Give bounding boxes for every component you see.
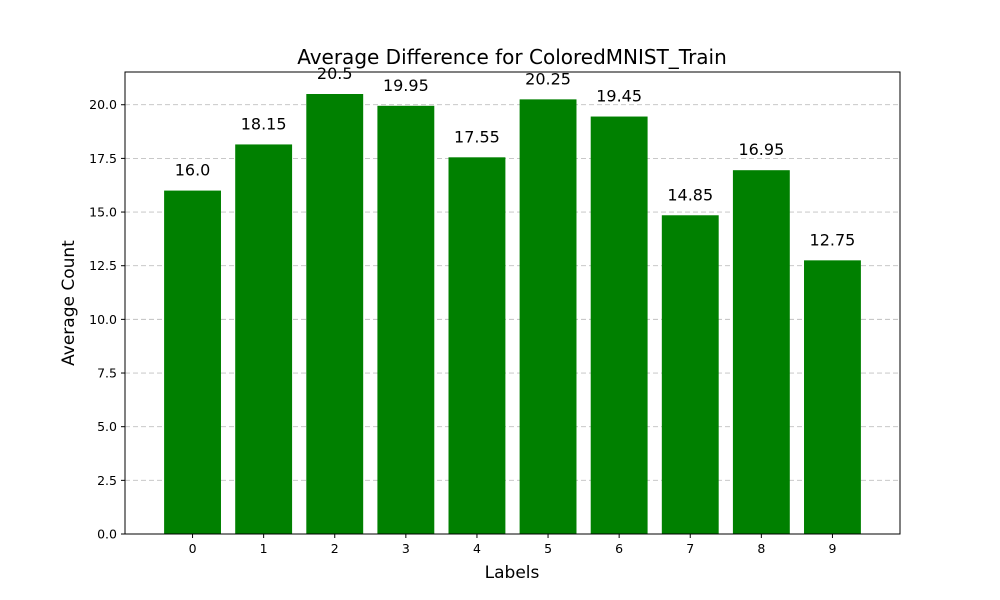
bar-6: [590, 116, 648, 534]
bar-1: [235, 144, 293, 534]
x-tick-label: 3: [402, 541, 410, 556]
y-axis-ticks: 0.0 2.5 5.0 7.5 10.0 12.5 15.0 17.5 20.0: [89, 97, 125, 542]
bar-8: [732, 170, 790, 534]
bar-9: [804, 260, 861, 534]
bar-value-label: 16.0: [175, 161, 211, 180]
y-tick-label: 17.5: [89, 151, 117, 166]
x-tick-label: 5: [544, 541, 552, 556]
x-tick-label: 4: [473, 541, 481, 556]
y-tick-label: 0.0: [97, 527, 117, 542]
x-tick-label: 8: [757, 541, 765, 556]
x-tick-label: 1: [260, 541, 268, 556]
bar-value-label: 17.55: [454, 127, 500, 146]
bar-value-label: 16.95: [738, 140, 784, 159]
bar-value-label: 19.45: [596, 87, 642, 106]
bar-value-label: 19.95: [383, 76, 429, 95]
x-axis-label: Labels: [485, 563, 540, 583]
bar-7: [661, 215, 719, 534]
y-tick-label: 20.0: [89, 97, 117, 112]
y-tick-label: 5.0: [97, 419, 117, 434]
bars: [164, 94, 861, 535]
y-tick-label: 15.0: [89, 205, 117, 220]
bar-4: [448, 157, 506, 534]
bar-value-label: 20.25: [525, 69, 571, 88]
x-axis-ticks: 0 1 2 3 4 5 6 7 8 9: [189, 534, 836, 556]
bar-3: [377, 105, 435, 535]
bar-5: [519, 99, 577, 535]
x-tick-label: 9: [828, 541, 836, 556]
y-tick-label: 10.0: [89, 312, 117, 327]
y-tick-label: 12.5: [89, 258, 117, 273]
bar-2: [306, 94, 364, 534]
bar-value-label: 14.85: [667, 185, 713, 204]
bar-value-label: 12.75: [810, 230, 856, 249]
bar-value-label: 20.5: [317, 64, 353, 83]
y-tick-label: 7.5: [97, 366, 117, 381]
chart-title: Average Difference for ColoredMNIST_Trai…: [297, 45, 727, 69]
plot-frame: [124, 71, 901, 535]
y-axis-label: Average Count: [59, 240, 79, 366]
x-tick-label: 0: [189, 541, 197, 556]
x-tick-label: 2: [331, 541, 339, 556]
x-tick-label: 7: [686, 541, 694, 556]
bar-0: [164, 190, 221, 534]
bar-value-label: 18.15: [241, 114, 287, 133]
y-tick-label: 2.5: [97, 473, 117, 488]
bar-value-labels: 16.0 18.15 20.5 19.95 17.55 20.25 19.45 14.85 16…: [175, 64, 856, 249]
x-tick-label: 6: [615, 541, 623, 556]
